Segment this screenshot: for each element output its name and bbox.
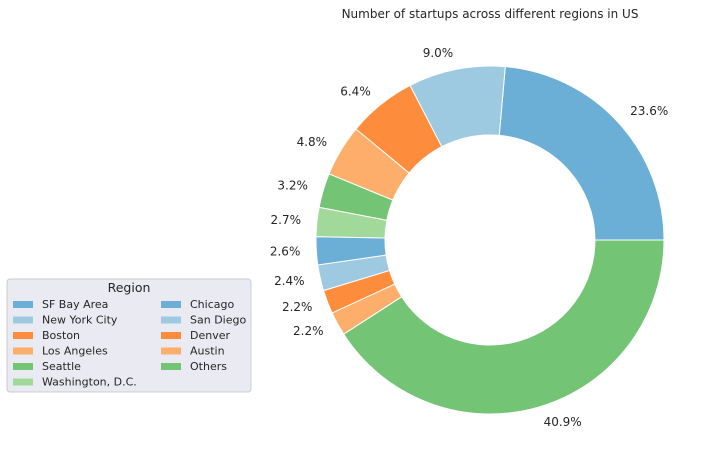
donut-slices bbox=[315, 65, 665, 415]
legend-label-new-york-city: New York City bbox=[42, 314, 118, 327]
legend-swatch-denver bbox=[161, 332, 181, 339]
legend-label-sf-bay-area: SF Bay Area bbox=[42, 298, 108, 311]
legend-label-others: Others bbox=[190, 360, 227, 373]
slice-label-washington-d-c: 2.7% bbox=[271, 213, 302, 227]
slice-others bbox=[342, 239, 665, 415]
legend-title: Region bbox=[108, 280, 151, 295]
legend-label-denver: Denver bbox=[190, 329, 230, 342]
slice-label-seattle: 3.2% bbox=[277, 178, 308, 192]
slice-label-chicago: 2.6% bbox=[270, 244, 301, 258]
legend-label-san-diego: San Diego bbox=[190, 314, 246, 327]
legend-swatch-chicago bbox=[161, 301, 181, 308]
legend-swatch-san-diego bbox=[161, 316, 181, 324]
legend-swatch-sf-bay-area bbox=[13, 301, 33, 308]
slice-label-boston: 6.4% bbox=[340, 85, 371, 99]
legend-swatch-new-york-city bbox=[13, 316, 33, 324]
legend-label-austin: Austin bbox=[190, 345, 225, 358]
slice-label-los-angeles: 4.8% bbox=[297, 135, 328, 149]
slice-label-sf-bay-area: 23.6% bbox=[630, 104, 668, 118]
legend-items: SF Bay Area New York City Boston Los Angele… bbox=[13, 298, 246, 389]
slice-sf-bay-area bbox=[498, 66, 665, 241]
legend-label-chicago: Chicago bbox=[190, 298, 234, 311]
slice-label-new-york-city: 9.0% bbox=[423, 46, 454, 60]
chart-title: Number of startups across different regi… bbox=[342, 7, 639, 21]
slice-label-denver: 2.2% bbox=[282, 300, 313, 314]
slice-labels: 23.6% 9.0% 6.4% 4.8% 3.2% 2.7% 2.6% 2.4% 2.2% 2.2… bbox=[270, 46, 668, 429]
legend-swatch-seattle bbox=[13, 363, 33, 370]
legend-swatch-austin bbox=[161, 347, 181, 355]
legend-swatch-los-angeles bbox=[13, 347, 33, 355]
slice-label-san-diego: 2.4% bbox=[274, 274, 305, 288]
legend: Region SF Bay Area New York City Boston Los… bbox=[6, 278, 252, 393]
legend-swatch-washington-d-c bbox=[13, 378, 33, 386]
legend-label-los-angeles: Los Angeles bbox=[42, 345, 108, 358]
legend-label-seattle: Seattle bbox=[42, 360, 81, 373]
legend-label-boston: Boston bbox=[42, 329, 80, 342]
legend-swatch-boston bbox=[13, 332, 33, 339]
slice-label-others: 40.9% bbox=[544, 415, 582, 429]
legend-box bbox=[6, 278, 252, 393]
legend-label-washington-d-c: Washington, D.C. bbox=[42, 376, 137, 389]
slice-label-austin: 2.2% bbox=[293, 324, 324, 338]
legend-swatch-others bbox=[161, 363, 181, 370]
